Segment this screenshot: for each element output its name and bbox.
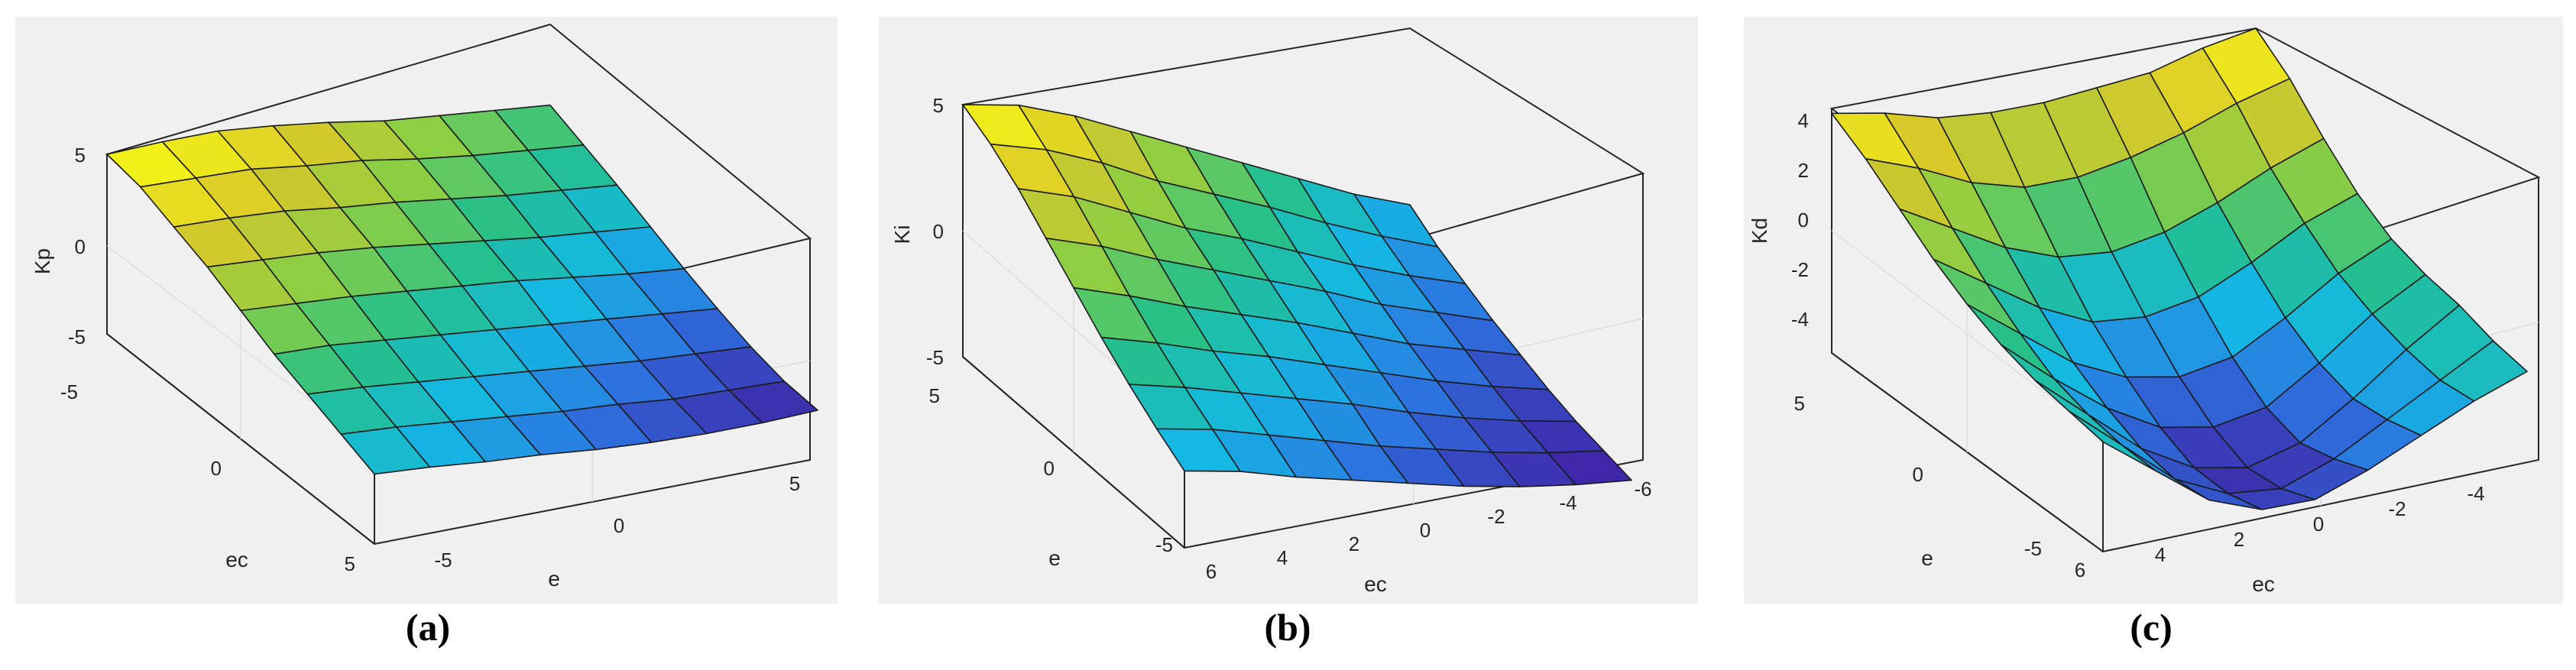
y-tick-neg5: -5 (2024, 537, 2042, 560)
surface-svg-ki: 5 0 -5 Ki 5 0 -5 e 6 4 2 0 -2 -4 -6 ec (890, 27, 1652, 596)
z-tick-2: 2 (1798, 159, 1809, 182)
y-axis-label: ec (225, 548, 248, 571)
z-tick-0: 0 (75, 235, 86, 258)
x-tick-neg5: -5 (434, 549, 452, 571)
x-tick-neg2: -2 (2388, 497, 2406, 520)
surface-plot-ki: 5 0 -5 Ki 5 0 -5 e 6 4 2 0 -2 -4 -6 ec (879, 17, 1698, 604)
y-tick-5: 5 (1794, 392, 1805, 415)
panel-caption-b: (b) (1264, 606, 1311, 649)
z-tick-neg5: -5 (68, 325, 86, 348)
y-tick-0: 0 (1913, 463, 1923, 486)
y-tick-5: 5 (345, 552, 355, 575)
x-tick-0: 0 (1420, 519, 1431, 542)
surface-mesh (962, 104, 1632, 487)
x-tick-0: 0 (2313, 513, 2324, 536)
x-tick-2: 2 (2234, 528, 2244, 551)
x-tick-neg2: -2 (1487, 505, 1505, 528)
y-axis-label: e (1921, 546, 1933, 570)
z-tick-0: 0 (933, 220, 944, 243)
surface-mesh (1831, 28, 2528, 510)
y-tick-0: 0 (211, 457, 222, 480)
y-tick-neg5: -5 (1155, 533, 1173, 556)
z-tick-0: 0 (1798, 209, 1809, 231)
x-axis-label: ec (2252, 572, 2275, 596)
panel-caption-a: (a) (405, 606, 451, 649)
z-axis-label: Kd (1748, 218, 1771, 244)
y-tick-5: 5 (929, 384, 940, 407)
x-tick-neg4: -4 (2467, 482, 2484, 505)
x-tick-6: 6 (2075, 558, 2085, 581)
z-tick-5: 5 (75, 144, 86, 167)
z-tick-4: 4 (1798, 109, 1809, 132)
surface-svg-kd: 4 2 0 -2 -4 Kd 5 0 -5 e 6 4 2 0 -2 -4 ec (1748, 27, 2541, 596)
z-tick-neg4: -4 (1791, 308, 1809, 331)
z-tick-neg2: -2 (1791, 258, 1809, 281)
surface-patch (1547, 450, 1632, 486)
x-tick-4: 4 (1277, 546, 1288, 569)
surface-plot-kd: 4 2 0 -2 -4 Kd 5 0 -5 e 6 4 2 0 -2 -4 ec (1744, 17, 2563, 604)
x-tick-0: 0 (614, 514, 624, 537)
z-tick-neg5: -5 (926, 346, 944, 369)
x-tick-neg6: -6 (1634, 477, 1651, 500)
x-tick-4: 4 (2155, 543, 2166, 566)
z-tick-5: 5 (933, 94, 944, 117)
x-tick-6: 6 (1206, 560, 1217, 583)
surface-plot-kp: 5 0 -5 Kp -5 0 5 ec -5 0 5 e (15, 17, 838, 604)
z-axis-label: Ki (890, 225, 914, 244)
x-tick-neg4: -4 (1559, 491, 1576, 514)
y-tick-neg5: -5 (60, 380, 78, 403)
z-axis-label: Kp (31, 248, 54, 274)
x-axis-label: e (548, 567, 560, 591)
surface-patch (2439, 340, 2528, 402)
y-tick-0: 0 (1044, 457, 1055, 480)
x-tick-2: 2 (1349, 532, 1359, 555)
x-axis-label: ec (1364, 572, 1387, 596)
surface-patch (727, 380, 818, 424)
panel-caption-c: (c) (2130, 606, 2173, 649)
surface-svg-kp: 5 0 -5 Kp -5 0 5 ec -5 0 5 e (31, 23, 818, 591)
x-tick-5: 5 (789, 472, 800, 495)
y-axis-label: e (1048, 546, 1061, 570)
surface-mesh (106, 104, 818, 475)
